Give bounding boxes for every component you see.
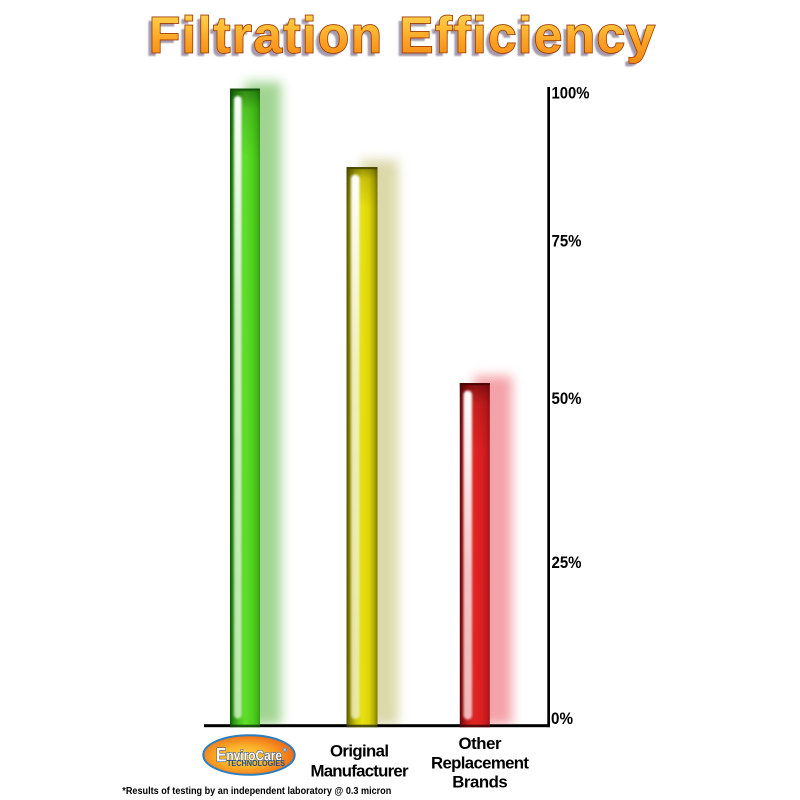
svg-text:Original: Original xyxy=(330,742,389,761)
svg-text:100%: 100% xyxy=(552,84,590,103)
svg-text:Brands: Brands xyxy=(452,772,508,791)
svg-text:®: ® xyxy=(283,747,288,754)
svg-text:EnviroCare: EnviroCare xyxy=(216,746,282,767)
svg-text:Manufacturer: Manufacturer xyxy=(311,762,409,781)
svg-text:0%: 0% xyxy=(551,709,573,728)
svg-text:75%: 75% xyxy=(552,231,582,250)
svg-text:Replacement: Replacement xyxy=(431,754,529,773)
svg-text:25%: 25% xyxy=(552,553,582,572)
svg-text:Filtration Efficiency: Filtration Efficiency xyxy=(145,10,652,67)
svg-text:*Results of testing by an inde: *Results of testing by an independent la… xyxy=(122,785,391,797)
svg-text:Filtration Efficiency: Filtration Efficiency xyxy=(149,7,656,64)
svg-text:Other: Other xyxy=(459,734,502,753)
svg-text:TECHNOLOGIES: TECHNOLOGIES xyxy=(227,759,286,768)
svg-text:50%: 50% xyxy=(552,389,582,408)
